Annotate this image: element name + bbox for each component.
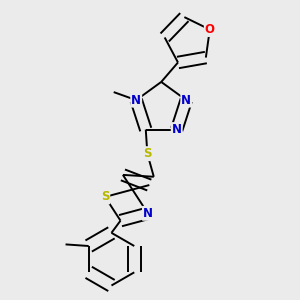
- Text: N: N: [143, 207, 153, 220]
- Text: N: N: [172, 123, 182, 136]
- Text: S: S: [101, 190, 109, 203]
- Text: O: O: [205, 23, 215, 36]
- Text: N: N: [131, 94, 141, 106]
- Text: N: N: [181, 94, 191, 106]
- Text: S: S: [143, 147, 152, 160]
